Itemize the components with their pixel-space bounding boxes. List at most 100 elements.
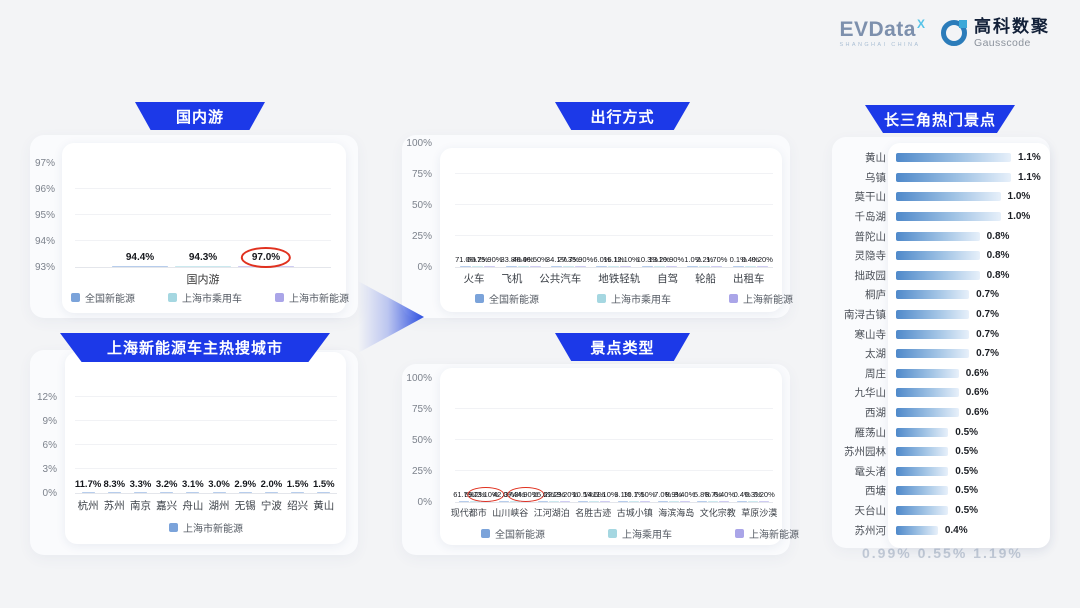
brand-header: EVDataX SHANGHAI CHINA 高科数聚 Gausscode (839, 17, 1050, 48)
bar: 1.70% (706, 255, 727, 267)
attraction-name: 西湖 (865, 407, 886, 420)
legend-swatch (475, 294, 484, 303)
bar-value-label: 35.90% (567, 255, 594, 264)
bar: 3.3% (130, 479, 151, 493)
bar-value-label: 1.5% (312, 479, 335, 490)
attraction-value: 0.4% (944, 524, 968, 536)
bar: 8.7% (705, 490, 722, 502)
bar: 0.3% (745, 490, 762, 502)
x-category-label: 无锡 (234, 500, 256, 512)
bar-value-label: 7.50% (634, 490, 656, 499)
attraction-row: 桐庐 0.7% (830, 285, 1052, 305)
attraction-bar (896, 349, 970, 359)
bar: 1.0% (684, 255, 701, 267)
bar: 35.90% (568, 255, 593, 267)
bar-group: 10.3% 13.2% 10.90% (637, 255, 684, 267)
legend-swatch (481, 529, 490, 538)
bar: 44.90% (506, 487, 545, 502)
x-category-label: 海滨海岛 (658, 508, 695, 518)
bar-value-label: 10.1% (623, 490, 645, 499)
attraction-row: 西塘 0.5% (830, 481, 1052, 501)
legend-item: 上海新能源 (735, 526, 799, 541)
bar-group: 6.0% 16.1% 12.10% (593, 255, 639, 267)
x-category-label: 江河湖泊 (533, 508, 570, 518)
attraction-bar (896, 447, 949, 457)
attraction-value: 0.8% (986, 250, 1010, 262)
bar-group: 15.6% 22.2% 19.20% (533, 490, 578, 502)
bar-value-label: 0.20% (753, 490, 775, 499)
bar: 61.7% (453, 490, 475, 502)
bar-value-label: 94.3% (188, 252, 218, 263)
attraction-bar (896, 153, 1011, 163)
gridline (75, 240, 331, 241)
attraction-row: 南浔古镇 0.7% (830, 305, 1052, 325)
bar-value-label: 0.4% (741, 255, 759, 264)
attraction-name: 普陀山 (854, 230, 887, 243)
gridline (75, 468, 337, 469)
x-axis-labels: 现代都市 山川峡谷 江河湖泊 名胜古迹 古城小镇 海滨海岛 文化宗教 草原沙漠 (448, 506, 780, 519)
bar-value-label: 10.5% (572, 490, 594, 499)
bar: 3.1% (614, 490, 631, 502)
gridline (455, 439, 773, 440)
bar-value-label: 0.1% (729, 255, 747, 264)
bar: 42.0% (493, 490, 514, 502)
x-category-label: 湖州 (208, 500, 230, 512)
bar: 2.9% (234, 479, 256, 493)
bar: 10.90% (659, 255, 684, 267)
bar-group: 10.5% 14.6% 11.10% (572, 490, 618, 502)
attraction-name: 太湖 (865, 348, 886, 361)
bar-value-label: 75.90% (476, 255, 503, 264)
attraction-value: 0.6% (965, 407, 989, 419)
attraction-value: 0.6% (965, 367, 989, 379)
bar-value-label: 11.10% (592, 490, 618, 499)
bar: 0.20% (753, 490, 775, 502)
bar: 10.3% (637, 255, 658, 267)
attraction-value: 1.0% (1007, 211, 1031, 223)
attraction-value: 0.5% (955, 426, 979, 438)
gridline (455, 408, 773, 409)
chart-panel (440, 148, 782, 312)
bar-value-label: 10.3% (636, 255, 659, 264)
bar: 1.5% (313, 479, 335, 493)
bar-value-label: 5.8% (693, 490, 711, 499)
y-axis: 0% 3% 6% 9% 12% (35, 389, 61, 499)
x-category-label: 舟山 (182, 500, 204, 512)
chart-legend: 全国新能源 上海乘用车 上海新能源 (455, 526, 825, 541)
legend-item: 上海市新能源 (169, 520, 243, 535)
chart-legend: 全国新能源 上海市乘用车 上海市新能源 (65, 290, 355, 305)
attraction-value: 0.7% (976, 289, 999, 301)
x-category-label: 宁波 (260, 500, 282, 512)
chart-title: 长三角热门景点 (883, 111, 996, 129)
attraction-value: 0.6% (965, 387, 989, 399)
attraction-value: 1.1% (1018, 171, 1041, 183)
bar-value-label: 12.10% (613, 255, 639, 264)
legend-label: 上海市新能源 (183, 524, 243, 535)
attraction-name: 拙政园 (854, 269, 887, 282)
attraction-name: 灵隐寺 (854, 250, 887, 263)
bar: 2.0% (261, 479, 282, 493)
bar: 5.8% (694, 490, 711, 502)
bar: 6.40% (714, 490, 735, 502)
chart-legend: 上海市新能源 (65, 520, 347, 535)
bar: 60.2% (467, 255, 488, 267)
bar: 16.1% (603, 255, 625, 267)
bar-value-label: 8.9% (665, 490, 683, 499)
chart-title: 出行方式 (590, 108, 655, 126)
y-tick-label: 100% (406, 138, 432, 149)
bar-group: 8.3% (103, 479, 125, 493)
attraction-row: 莫干山 1.0% (830, 187, 1052, 207)
attraction-bar (896, 270, 980, 280)
legend-item: 全国新能源 (481, 526, 545, 541)
x-category-label: 草原沙漠 (741, 508, 778, 518)
y-axis: 0% 25% 50% 75% 100% (400, 373, 436, 508)
gridline (75, 420, 337, 422)
x-category-label: 杭州 (77, 500, 99, 512)
x-category-label: 火车 (463, 273, 485, 285)
attraction-row: 天台山 0.5% (830, 501, 1052, 521)
bar-value-label: 15.6% (532, 490, 555, 499)
plot-area: 71.0% 60.2% 75.90% 33.8% 46.9% 46.50% 34.1% 27.… (455, 143, 773, 268)
bar: 8.3% (103, 479, 125, 493)
attraction-bar (896, 192, 1001, 202)
legend-swatch (71, 293, 80, 302)
bar-value-label: 3.2% (155, 479, 178, 490)
